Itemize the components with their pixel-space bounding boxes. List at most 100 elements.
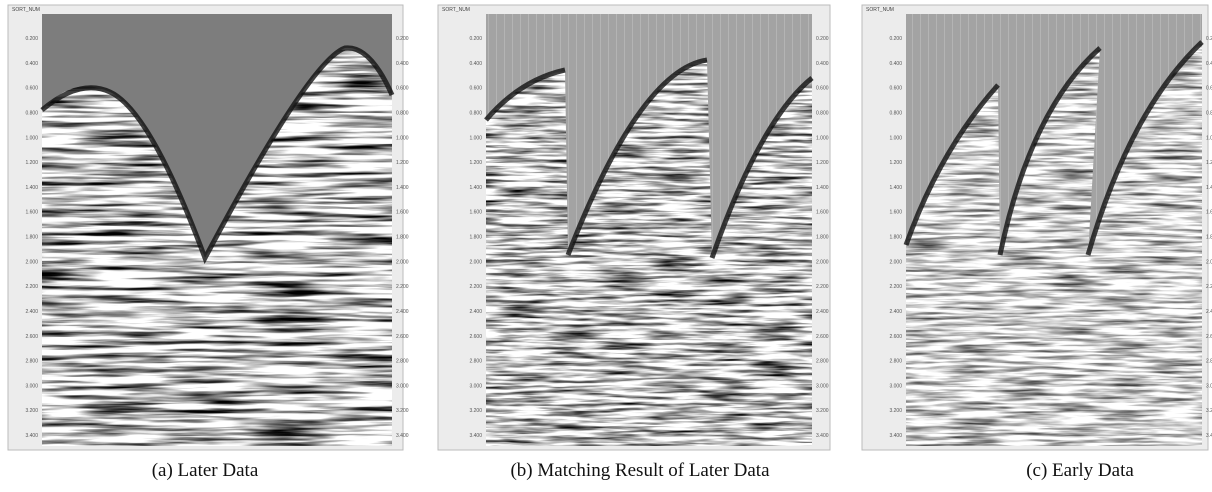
y-tick-label: 1.600 (1206, 210, 1212, 216)
y-tick-label: 1.800 (469, 235, 482, 241)
y-tick-label: 3.200 (816, 408, 829, 414)
y-tick-label: 2.400 (396, 309, 409, 315)
y-tick-label: 2.000 (469, 259, 482, 265)
y-tick-label: 1.000 (25, 135, 38, 141)
y-tick-label: 3.200 (396, 408, 409, 414)
y-tick-label: 0.600 (396, 86, 409, 92)
y-tick-label: 0.200 (889, 36, 902, 42)
y-tick-label: 2.600 (889, 334, 902, 340)
y-tick-label: 2.800 (1206, 359, 1212, 365)
y-tick-label: 3.400 (1206, 433, 1212, 439)
y-tick-label: 2.000 (25, 259, 38, 265)
y-tick-label: 1.400 (396, 185, 409, 191)
y-tick-label: 1.600 (396, 210, 409, 216)
panel-header: SORT_NUM (12, 7, 40, 13)
y-tick-label: 1.200 (889, 160, 902, 166)
y-tick-label: 2.600 (396, 334, 409, 340)
y-tick-label: 3.000 (816, 383, 829, 389)
y-tick-label: 0.200 (469, 36, 482, 42)
y-tick-label: 1.800 (396, 235, 409, 241)
y-tick-label: 0.400 (1206, 61, 1212, 67)
y-tick-label: 1.800 (25, 235, 38, 241)
y-tick-label: 0.600 (889, 86, 902, 92)
y-tick-label: 0.600 (25, 86, 38, 92)
y-tick-label: 2.600 (469, 334, 482, 340)
caption: (c) Early Data (1026, 460, 1134, 481)
y-tick-label: 1.800 (889, 235, 902, 241)
y-tick-label: 3.000 (25, 383, 38, 389)
y-tick-label: 2.200 (889, 284, 902, 290)
y-tick-label: 1.400 (816, 185, 829, 191)
y-tick-label: 2.800 (25, 359, 38, 365)
caption: (a) Later Data (152, 460, 259, 481)
y-tick-label: 3.400 (816, 433, 829, 439)
y-tick-label: 3.400 (396, 433, 409, 439)
y-tick-label: 1.000 (396, 135, 409, 141)
y-tick-label: 2.000 (396, 259, 409, 265)
panel-header: SORT_NUM (866, 7, 894, 13)
y-tick-label: 1.600 (469, 210, 482, 216)
y-tick-label: 2.600 (816, 334, 829, 340)
y-tick-label: 0.400 (396, 61, 409, 67)
y-tick-label: 3.400 (889, 433, 902, 439)
y-tick-label: 0.200 (1206, 36, 1212, 42)
y-tick-label: 0.800 (469, 110, 482, 116)
y-tick-label: 0.800 (816, 110, 829, 116)
y-tick-label: 2.200 (469, 284, 482, 290)
y-tick-label: 2.400 (816, 309, 829, 315)
y-tick-label: 1.800 (816, 235, 829, 241)
y-tick-label: 1.600 (25, 210, 38, 216)
y-tick-label: 0.800 (396, 110, 409, 116)
y-tick-label: 3.000 (469, 383, 482, 389)
y-tick-label: 1.200 (816, 160, 829, 166)
y-tick-label: 0.800 (889, 110, 902, 116)
y-tick-label: 0.400 (816, 61, 829, 67)
y-tick-label: 2.000 (889, 259, 902, 265)
y-tick-label: 2.800 (469, 359, 482, 365)
y-tick-label: 1.200 (1206, 160, 1212, 166)
y-tick-label: 0.200 (396, 36, 409, 42)
y-tick-label: 1.000 (816, 135, 829, 141)
y-tick-label: 2.600 (1206, 334, 1212, 340)
y-tick-label: 2.200 (1206, 284, 1212, 290)
panel-header: SORT_NUM (442, 7, 470, 13)
y-tick-label: 1.400 (1206, 185, 1212, 191)
y-tick-label: 3.200 (889, 408, 902, 414)
y-tick-label: 2.800 (816, 359, 829, 365)
y-tick-label: 2.200 (816, 284, 829, 290)
y-tick-label: 1.400 (889, 185, 902, 191)
y-tick-label: 1.600 (816, 210, 829, 216)
y-tick-label: 3.200 (25, 408, 38, 414)
y-tick-label: 2.600 (25, 334, 38, 340)
muted-region (906, 14, 1202, 255)
y-tick-label: 0.800 (1206, 110, 1212, 116)
y-tick-label: 1.200 (25, 160, 38, 166)
y-tick-label: 3.400 (25, 433, 38, 439)
y-tick-label: 3.000 (1206, 383, 1212, 389)
first-break (484, 57, 814, 259)
y-tick-label: 0.600 (816, 86, 829, 92)
y-tick-label: 1.600 (889, 210, 902, 216)
y-tick-label: 3.400 (469, 433, 482, 439)
y-tick-label: 2.400 (1206, 309, 1212, 315)
first-break (40, 45, 395, 265)
y-tick-label: 1.800 (1206, 235, 1212, 241)
y-tick-label: 0.200 (816, 36, 829, 42)
y-tick-label: 3.200 (469, 408, 482, 414)
y-tick-label: 3.200 (1206, 408, 1212, 414)
y-tick-label: 2.400 (889, 309, 902, 315)
y-tick-label: 0.600 (469, 86, 482, 92)
muted-region (486, 14, 812, 258)
y-tick-label: 0.400 (889, 61, 902, 67)
y-tick-label: 2.400 (469, 309, 482, 315)
muted-region (42, 14, 392, 258)
y-tick-label: 1.000 (889, 135, 902, 141)
y-tick-label: 2.000 (816, 259, 829, 265)
first-break (903, 40, 1204, 256)
y-tick-label: 1.400 (469, 185, 482, 191)
y-tick-label: 1.000 (469, 135, 482, 141)
caption: (b) Matching Result of Later Data (510, 460, 770, 481)
y-tick-label: 1.200 (469, 160, 482, 166)
